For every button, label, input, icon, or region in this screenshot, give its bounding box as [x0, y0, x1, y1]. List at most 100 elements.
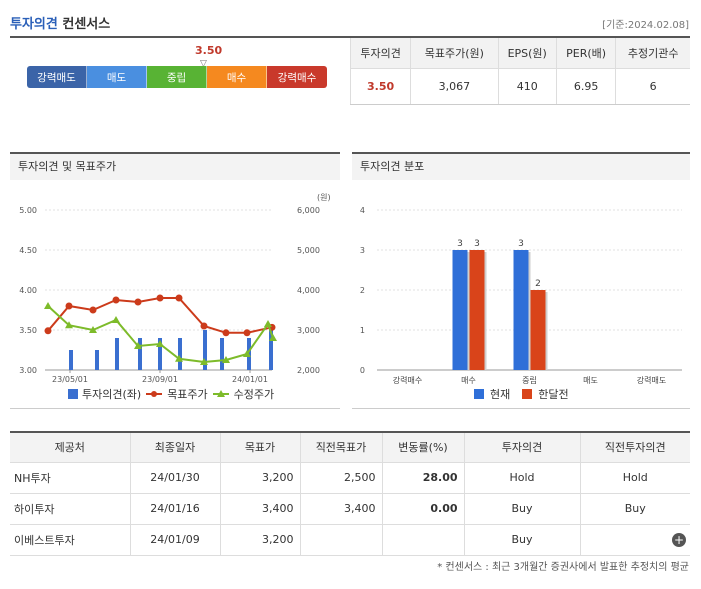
scale-neutral: 중립	[147, 66, 207, 88]
opinion-bar	[220, 338, 224, 370]
cell-date: 24/01/09	[129, 524, 220, 556]
cell-change: 0.00	[381, 493, 464, 525]
adjusted-price-line	[47, 305, 274, 364]
legend-target: 목표주가	[167, 388, 208, 401]
y-left-tick: 3.00	[19, 366, 37, 375]
cell-prev-opinion: +	[579, 524, 690, 556]
distribution-bar	[469, 250, 485, 370]
target-price-point	[222, 329, 230, 337]
y-tick: 3	[360, 246, 365, 255]
cell-target: 3,200	[219, 462, 300, 494]
header-divider	[10, 36, 690, 38]
y-right-tick: 2,000	[297, 366, 320, 375]
scale-buy: 매수	[207, 66, 267, 88]
distribution-bar	[530, 290, 546, 370]
cell-prev-target	[299, 524, 382, 556]
opinion-bar	[138, 338, 142, 370]
cell-opinion: Buy	[463, 524, 580, 556]
target-price-point	[243, 329, 251, 337]
y-tick: 2	[360, 286, 365, 295]
adjusted-price-point	[264, 320, 272, 327]
col-target: 목표가	[219, 431, 300, 463]
cell-target: 3,400	[219, 493, 300, 525]
category-label: 매도	[583, 376, 598, 385]
cell-date: 24/01/16	[129, 493, 220, 525]
legend-opinion: 투자의견(좌)	[82, 388, 142, 401]
chart1-legend: 투자의견(좌) 목표주가 수정주가	[68, 386, 274, 402]
opinion-target-chart: 5.00 4.50 4.00 3.50 3.00 6,000 5,000 4,000 3,000…	[19, 193, 331, 384]
adjusted-price-point	[65, 321, 73, 329]
legend-target-swatch	[146, 391, 163, 397]
col-provider: 제공처	[10, 431, 130, 463]
category-label: 매수	[461, 376, 476, 385]
base-date: [기준:2024.02.08]	[602, 20, 689, 31]
target-price-point	[89, 306, 97, 314]
y-tick: 1	[360, 326, 365, 335]
scale-strong-buy: 강력매수	[267, 66, 327, 88]
summary-eps: 410	[497, 68, 557, 105]
opinion-bar	[203, 330, 207, 370]
bar-value-label: 3	[518, 239, 524, 249]
cell-provider: 하이투자	[10, 493, 130, 525]
adjusted-price-point	[175, 354, 183, 362]
col-date: 최종일자	[129, 431, 220, 463]
summary-target: 3,067	[410, 68, 498, 105]
chart2-title: 투자의견 분포	[352, 152, 690, 180]
summary-header-count: 추정기관수	[615, 38, 690, 69]
distribution-bar	[452, 250, 468, 370]
adjusted-price-point	[200, 358, 208, 365]
x-tick: 23/09/01	[142, 375, 178, 384]
cell-provider: NH투자	[10, 462, 130, 494]
target-price-point	[200, 322, 208, 330]
legend-prev: 한달전	[538, 388, 569, 401]
chart1-panel: 투자의견 및 목표주가	[10, 152, 340, 180]
broker-table: 제공처 최종일자 목표가 직전목표가 변동률(%) 투자의견 직전투자의견 NH…	[10, 431, 690, 556]
cell-provider: 이베스트투자	[10, 524, 130, 556]
target-price-point	[156, 294, 164, 302]
scale-strong-sell: 강력매도	[27, 66, 87, 88]
target-price-point	[112, 296, 120, 304]
y-tick: 4	[360, 206, 365, 215]
col-change: 변동률(%)	[381, 431, 464, 463]
legend-bar-swatch	[68, 389, 78, 399]
target-price-point	[134, 298, 142, 306]
chart2-panel: 투자의견 분포	[352, 152, 690, 180]
bar-value-label: 2	[535, 279, 541, 289]
legend-prev-swatch	[522, 389, 533, 399]
y-right-tick: 4,000	[297, 286, 320, 295]
adjusted-price-point	[134, 342, 142, 349]
title-sub: 컨센서스	[62, 17, 111, 32]
cell-target: 3,200	[219, 524, 300, 556]
chart1-bottom-line	[10, 408, 340, 409]
cell-prev-opinion: Hold	[579, 462, 690, 494]
summary-header-target: 목표주가(원)	[410, 38, 498, 69]
adjusted-price-point	[222, 356, 230, 363]
adjusted-price-point	[243, 350, 251, 357]
summary-header-eps: EPS(원)	[497, 38, 557, 69]
opinion-bar	[115, 338, 119, 370]
scale-marker-icon: ▽	[200, 59, 207, 69]
cell-prev-target: 2,500	[299, 462, 382, 494]
plus-circle-icon[interactable]: +	[672, 532, 686, 547]
col-prev-opinion: 직전투자의견	[579, 431, 690, 463]
summary-count: 6	[615, 68, 690, 105]
adjusted-price-point	[156, 340, 164, 347]
y-right-tick: 3,000	[297, 326, 320, 335]
cell-change	[381, 524, 464, 556]
consensus-summary-table: 투자의견 목표주가(원) EPS(원) PER(배) 추정기관수 3.50 3,…	[349, 38, 690, 105]
bar-value-label: 3	[474, 239, 480, 249]
cell-change: 28.00	[381, 462, 464, 494]
y-left-tick: 4.50	[19, 246, 37, 255]
bar-value-label: 3	[457, 239, 463, 249]
y-left-tick: 5.00	[19, 206, 37, 215]
legend-price-swatch	[212, 390, 229, 397]
target-price-point	[65, 302, 73, 310]
table-row: 이베스트투자 24/01/09 3,200 Buy +	[10, 524, 690, 556]
category-label: 중립	[522, 376, 537, 385]
y-right-unit: (원)	[317, 193, 331, 202]
summary-header-per: PER(배)	[555, 38, 616, 69]
chart2-bottom-line	[352, 408, 690, 409]
opinion-scale: 강력매도 매도 중립 매수 강력매수	[27, 66, 327, 88]
table-row: 하이투자 24/01/16 3,400 3,400 0.00 Buy Buy	[10, 493, 690, 525]
target-price-point	[44, 327, 52, 335]
